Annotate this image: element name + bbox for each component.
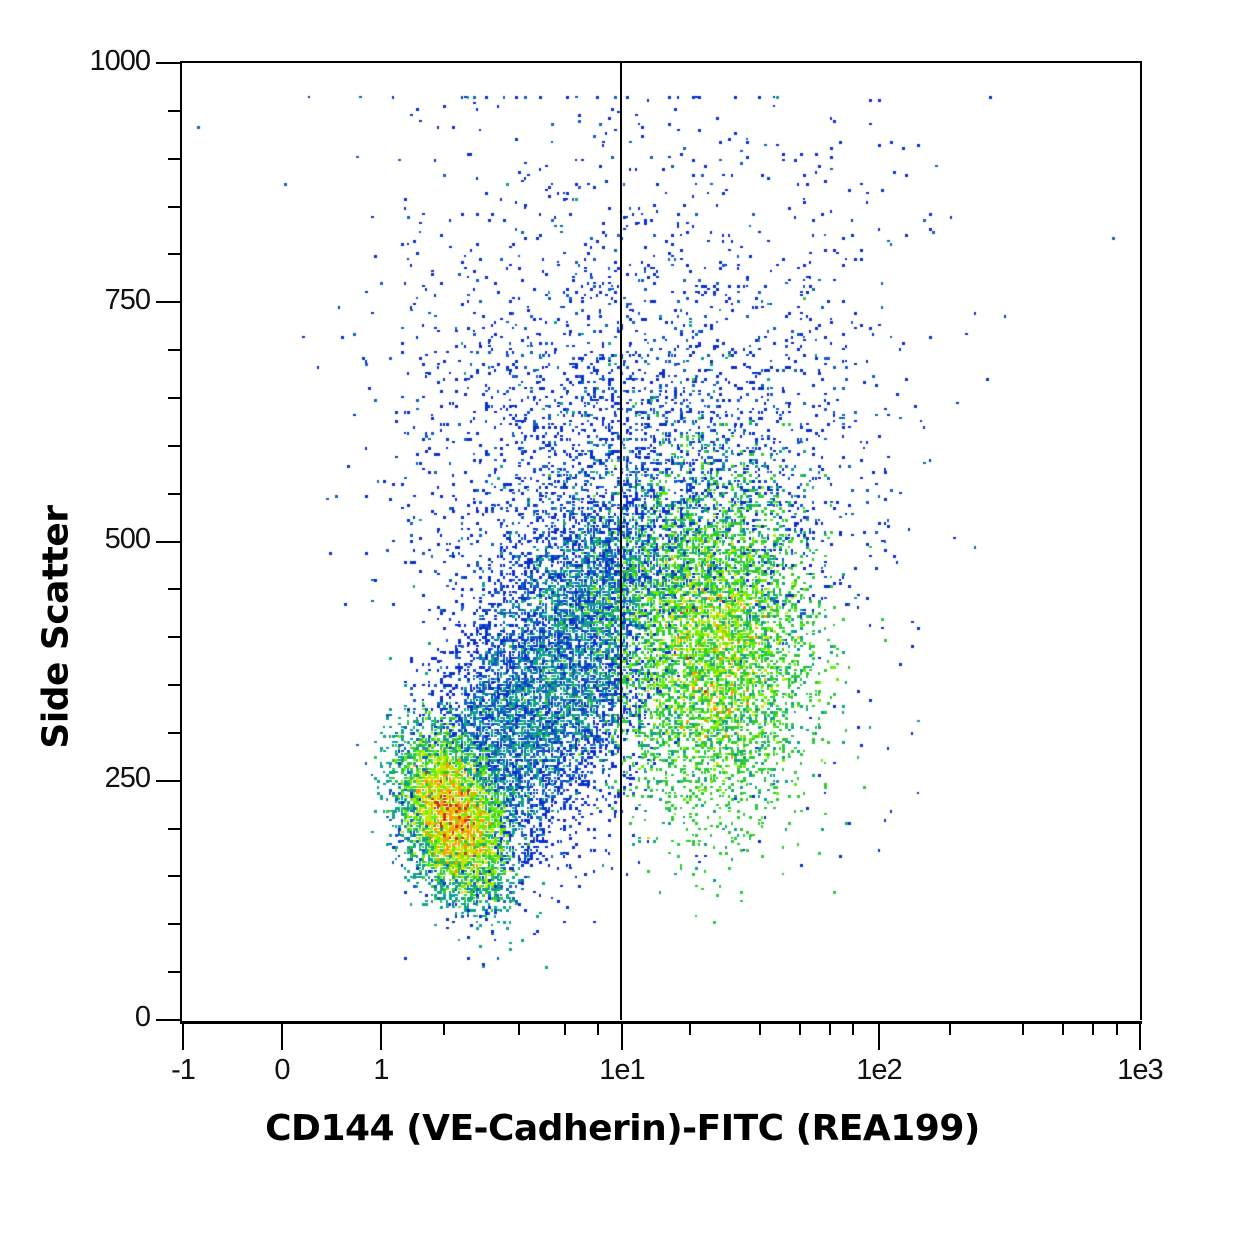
y-minor-tick xyxy=(168,684,180,687)
x-minor-tick xyxy=(1022,1023,1024,1035)
y-axis-title: Side Scatter xyxy=(35,505,77,749)
x-minor-tick xyxy=(852,1023,854,1035)
x-minor-tick xyxy=(949,1023,951,1035)
y-minor-tick xyxy=(168,875,180,878)
x-axis-title: CD144 (VE-Cadherin)-FITC (REA199) xyxy=(265,1108,980,1149)
y-minor-tick xyxy=(168,588,180,591)
x-minor-tick xyxy=(1116,1023,1118,1035)
x-tick-label-1e1: 1e1 xyxy=(599,1054,645,1086)
x-minor-tick xyxy=(759,1023,761,1035)
x-tick-label-1e2: 1e2 xyxy=(856,1054,902,1086)
x-major-tick xyxy=(1139,1023,1141,1050)
x-minor-tick xyxy=(1062,1023,1064,1035)
x-major-tick xyxy=(380,1023,382,1050)
x-tick-label-0: 0 xyxy=(274,1054,290,1086)
x-minor-tick xyxy=(443,1023,445,1035)
y-minor-tick xyxy=(168,923,180,926)
y-tick-label-750: 750 xyxy=(104,284,151,316)
y-minor-tick xyxy=(168,253,180,256)
y-major-tick xyxy=(156,301,180,304)
x-major-tick xyxy=(621,1023,623,1050)
x-major-tick xyxy=(182,1023,184,1050)
y-minor-tick xyxy=(168,205,180,208)
y-minor-tick xyxy=(168,492,180,495)
x-minor-tick xyxy=(829,1023,831,1035)
x-tick-label-1: 1 xyxy=(373,1054,389,1086)
x-minor-tick xyxy=(1092,1023,1094,1035)
y-major-tick xyxy=(156,1019,180,1021)
y-minor-tick xyxy=(168,349,180,352)
y-minor-tick xyxy=(168,157,180,160)
y-tick-label-0: 0 xyxy=(134,1001,151,1033)
y-major-tick xyxy=(156,540,180,543)
x-axis-line xyxy=(180,1021,1142,1024)
x-minor-tick xyxy=(689,1023,691,1035)
y-minor-tick xyxy=(168,444,180,447)
y-minor-tick xyxy=(168,971,180,974)
y-minor-tick xyxy=(168,396,180,399)
x-minor-tick xyxy=(799,1023,801,1035)
x-major-tick xyxy=(878,1023,880,1050)
y-axis-line xyxy=(180,61,182,1023)
x-tick-label-1e3: 1e3 xyxy=(1117,1054,1163,1086)
y-minor-tick xyxy=(168,109,180,112)
y-tick-label-1000: 1000 xyxy=(89,45,151,77)
y-minor-tick xyxy=(168,827,180,830)
y-tick-label-500: 500 xyxy=(104,523,151,555)
y-minor-tick xyxy=(168,731,180,734)
x-minor-tick xyxy=(518,1023,520,1035)
y-minor-tick xyxy=(168,636,180,639)
y-major-tick xyxy=(156,62,180,64)
x-minor-tick xyxy=(564,1023,566,1035)
x-tick-label-minus1: -1 xyxy=(171,1054,196,1086)
x-major-tick xyxy=(281,1023,283,1050)
y-major-tick xyxy=(156,779,180,782)
y-tick-label-250: 250 xyxy=(104,762,151,794)
plot-frame xyxy=(180,61,1142,1020)
gate-vertical-line[interactable] xyxy=(620,61,622,1020)
x-minor-tick xyxy=(597,1023,599,1035)
